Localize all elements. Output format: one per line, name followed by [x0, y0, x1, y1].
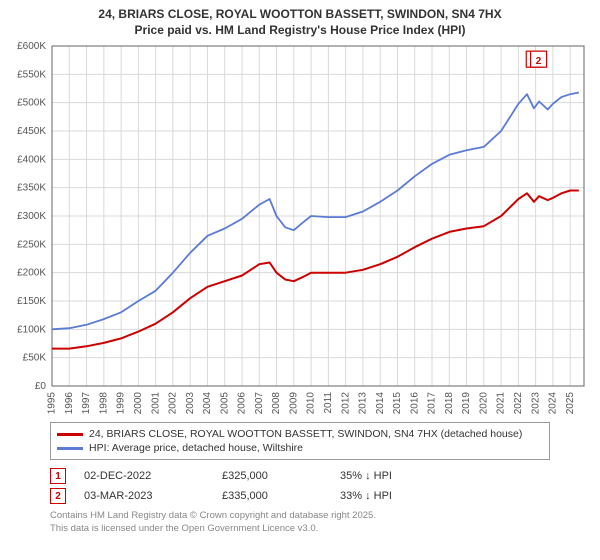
svg-text:2021: 2021: [496, 392, 507, 415]
legend-text-hpi: HPI: Average price, detached house, Wilt…: [89, 442, 303, 454]
event-date-2: 03-MAR-2023: [84, 490, 204, 502]
svg-text:2012: 2012: [340, 392, 351, 415]
svg-text:2015: 2015: [392, 392, 403, 415]
footnotes: Contains HM Land Registry data © Crown c…: [50, 510, 550, 535]
legend-text-property: 24, BRIARS CLOSE, ROYAL WOOTTON BASSETT,…: [89, 428, 522, 440]
svg-text:1997: 1997: [81, 392, 92, 415]
svg-text:1996: 1996: [64, 392, 75, 415]
svg-text:£550K: £550K: [17, 70, 46, 81]
event-delta-1: 35% ↓ HPI: [340, 470, 460, 482]
svg-text:2006: 2006: [237, 392, 248, 415]
svg-text:2023: 2023: [530, 392, 541, 415]
svg-text:£500K: £500K: [17, 98, 46, 109]
event-price-1: £325,000: [222, 470, 322, 482]
svg-text:1999: 1999: [116, 392, 127, 415]
svg-text:2024: 2024: [548, 392, 559, 415]
svg-text:£100K: £100K: [17, 325, 46, 336]
chart-title: 24, BRIARS CLOSE, ROYAL WOOTTON BASSETT,…: [0, 0, 600, 40]
svg-text:2009: 2009: [288, 392, 299, 415]
svg-text:2013: 2013: [358, 392, 369, 415]
svg-text:£50K: £50K: [23, 353, 47, 364]
legend-swatch-property: [57, 433, 83, 436]
event-marker-1-icon: 1: [50, 468, 66, 484]
event-marker-2-icon: 2: [50, 488, 66, 504]
svg-text:2000: 2000: [133, 392, 144, 415]
svg-text:2019: 2019: [461, 392, 472, 415]
footnote-1: Contains HM Land Registry data © Crown c…: [50, 510, 550, 522]
svg-text:2001: 2001: [150, 392, 161, 415]
svg-text:2010: 2010: [306, 392, 317, 415]
event-date-1: 02-DEC-2022: [84, 470, 204, 482]
legend-item-hpi: HPI: Average price, detached house, Wilt…: [57, 441, 543, 455]
event-row-1: 1 02-DEC-2022 £325,000 35% ↓ HPI: [50, 466, 550, 486]
svg-text:2003: 2003: [185, 392, 196, 415]
legend-swatch-hpi: [57, 447, 83, 450]
svg-text:2002: 2002: [168, 392, 179, 415]
svg-text:2016: 2016: [409, 392, 420, 415]
svg-text:£200K: £200K: [17, 268, 46, 279]
svg-text:£300K: £300K: [17, 211, 46, 222]
event-price-2: £335,000: [222, 490, 322, 502]
svg-text:2025: 2025: [565, 392, 576, 415]
svg-text:2014: 2014: [375, 392, 386, 415]
line-chart-svg: £0 £50K £100K £150K £200K £250K £300K £350K £400…: [0, 40, 600, 420]
title-line1: 24, BRIARS CLOSE, ROYAL WOOTTON BASSETT,…: [8, 6, 592, 22]
svg-text:2008: 2008: [271, 392, 282, 415]
event-list: 1 02-DEC-2022 £325,000 35% ↓ HPI 2 03-MA…: [50, 466, 550, 506]
svg-text:2020: 2020: [478, 392, 489, 415]
svg-text:1995: 1995: [47, 392, 58, 415]
svg-text:2007: 2007: [254, 392, 265, 415]
svg-text:£250K: £250K: [17, 240, 46, 251]
svg-text:2018: 2018: [444, 392, 455, 415]
svg-text:2011: 2011: [323, 392, 334, 414]
svg-text:2: 2: [536, 57, 542, 68]
svg-text:2005: 2005: [219, 392, 230, 415]
svg-text:£350K: £350K: [17, 183, 46, 194]
svg-text:2004: 2004: [202, 392, 213, 415]
svg-text:2022: 2022: [513, 392, 524, 415]
svg-text:£0: £0: [35, 381, 47, 392]
footnote-2: This data is licensed under the Open Gov…: [50, 523, 550, 535]
title-line2: Price paid vs. HM Land Registry's House …: [8, 22, 592, 38]
svg-text:1998: 1998: [98, 392, 109, 415]
svg-text:£150K: £150K: [17, 296, 46, 307]
legend: 24, BRIARS CLOSE, ROYAL WOOTTON BASSETT,…: [50, 422, 550, 460]
svg-text:£400K: £400K: [17, 155, 46, 166]
svg-text:£450K: £450K: [17, 126, 46, 137]
event-row-2: 2 03-MAR-2023 £335,000 33% ↓ HPI: [50, 486, 550, 506]
legend-item-property: 24, BRIARS CLOSE, ROYAL WOOTTON BASSETT,…: [57, 427, 543, 441]
svg-text:2017: 2017: [427, 392, 438, 415]
chart-area: £0 £50K £100K £150K £200K £250K £300K £350K £400…: [0, 40, 600, 420]
event-delta-2: 33% ↓ HPI: [340, 490, 460, 502]
svg-text:£600K: £600K: [17, 41, 46, 52]
